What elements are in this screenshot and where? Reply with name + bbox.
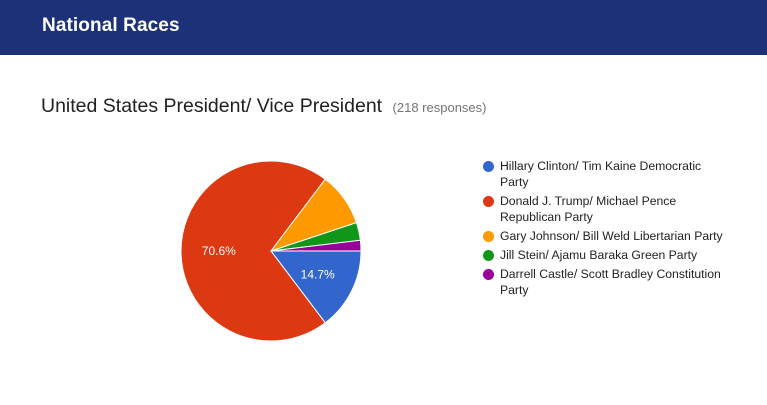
pie-label-clinton-kaine: 14.7% — [301, 267, 335, 281]
page-title: National Races — [42, 15, 180, 36]
legend-swatch-icon — [483, 161, 494, 172]
legend-swatch-icon — [483, 269, 494, 280]
chart-legend: Hillary Clinton/ Tim Kaine Democratic Pa… — [483, 158, 723, 301]
legend-label: Darrell Castle/ Scott Bradley Constituti… — [500, 267, 721, 297]
legend-item-johnson-weld: Gary Johnson/ Bill Weld Libertarian Part… — [483, 228, 723, 244]
legend-label: Gary Johnson/ Bill Weld Libertarian Part… — [500, 229, 723, 243]
legend-item-castle-bradley: Darrell Castle/ Scott Bradley Constituti… — [483, 266, 723, 298]
legend-item-trump-pence: Donald J. Trump/ Michael Pence Republica… — [483, 193, 723, 225]
pie-label-trump-pence: 70.6% — [202, 244, 236, 258]
pie-slice-clinton-kaine — [269, 250, 362, 324]
legend-label: Hillary Clinton/ Tim Kaine Democratic Pa… — [500, 159, 702, 189]
pie-slice-castle-bradley — [270, 239, 362, 252]
legend-swatch-icon — [483, 196, 494, 207]
response-count: (218 responses) — [392, 100, 487, 115]
legend-swatch-icon — [483, 231, 494, 242]
legend-label: Donald J. Trump/ Michael Pence Republica… — [500, 194, 677, 224]
header-bar: National Races — [0, 0, 767, 55]
pie-slices — [180, 160, 362, 342]
question-heading: United States President/ Vice President … — [41, 95, 487, 118]
legend-label: Jill Stein/ Ajamu Baraka Green Party — [500, 248, 698, 262]
legend-swatch-icon — [483, 250, 494, 261]
pie-slice-trump-pence — [180, 160, 326, 342]
legend-item-clinton-kaine: Hillary Clinton/ Tim Kaine Democratic Pa… — [483, 158, 723, 190]
question-title: United States President/ Vice President — [41, 95, 383, 117]
pie-labels: 14.7% 70.6% — [202, 244, 335, 281]
legend-item-stein-baraka: Jill Stein/ Ajamu Baraka Green Party — [483, 247, 723, 263]
